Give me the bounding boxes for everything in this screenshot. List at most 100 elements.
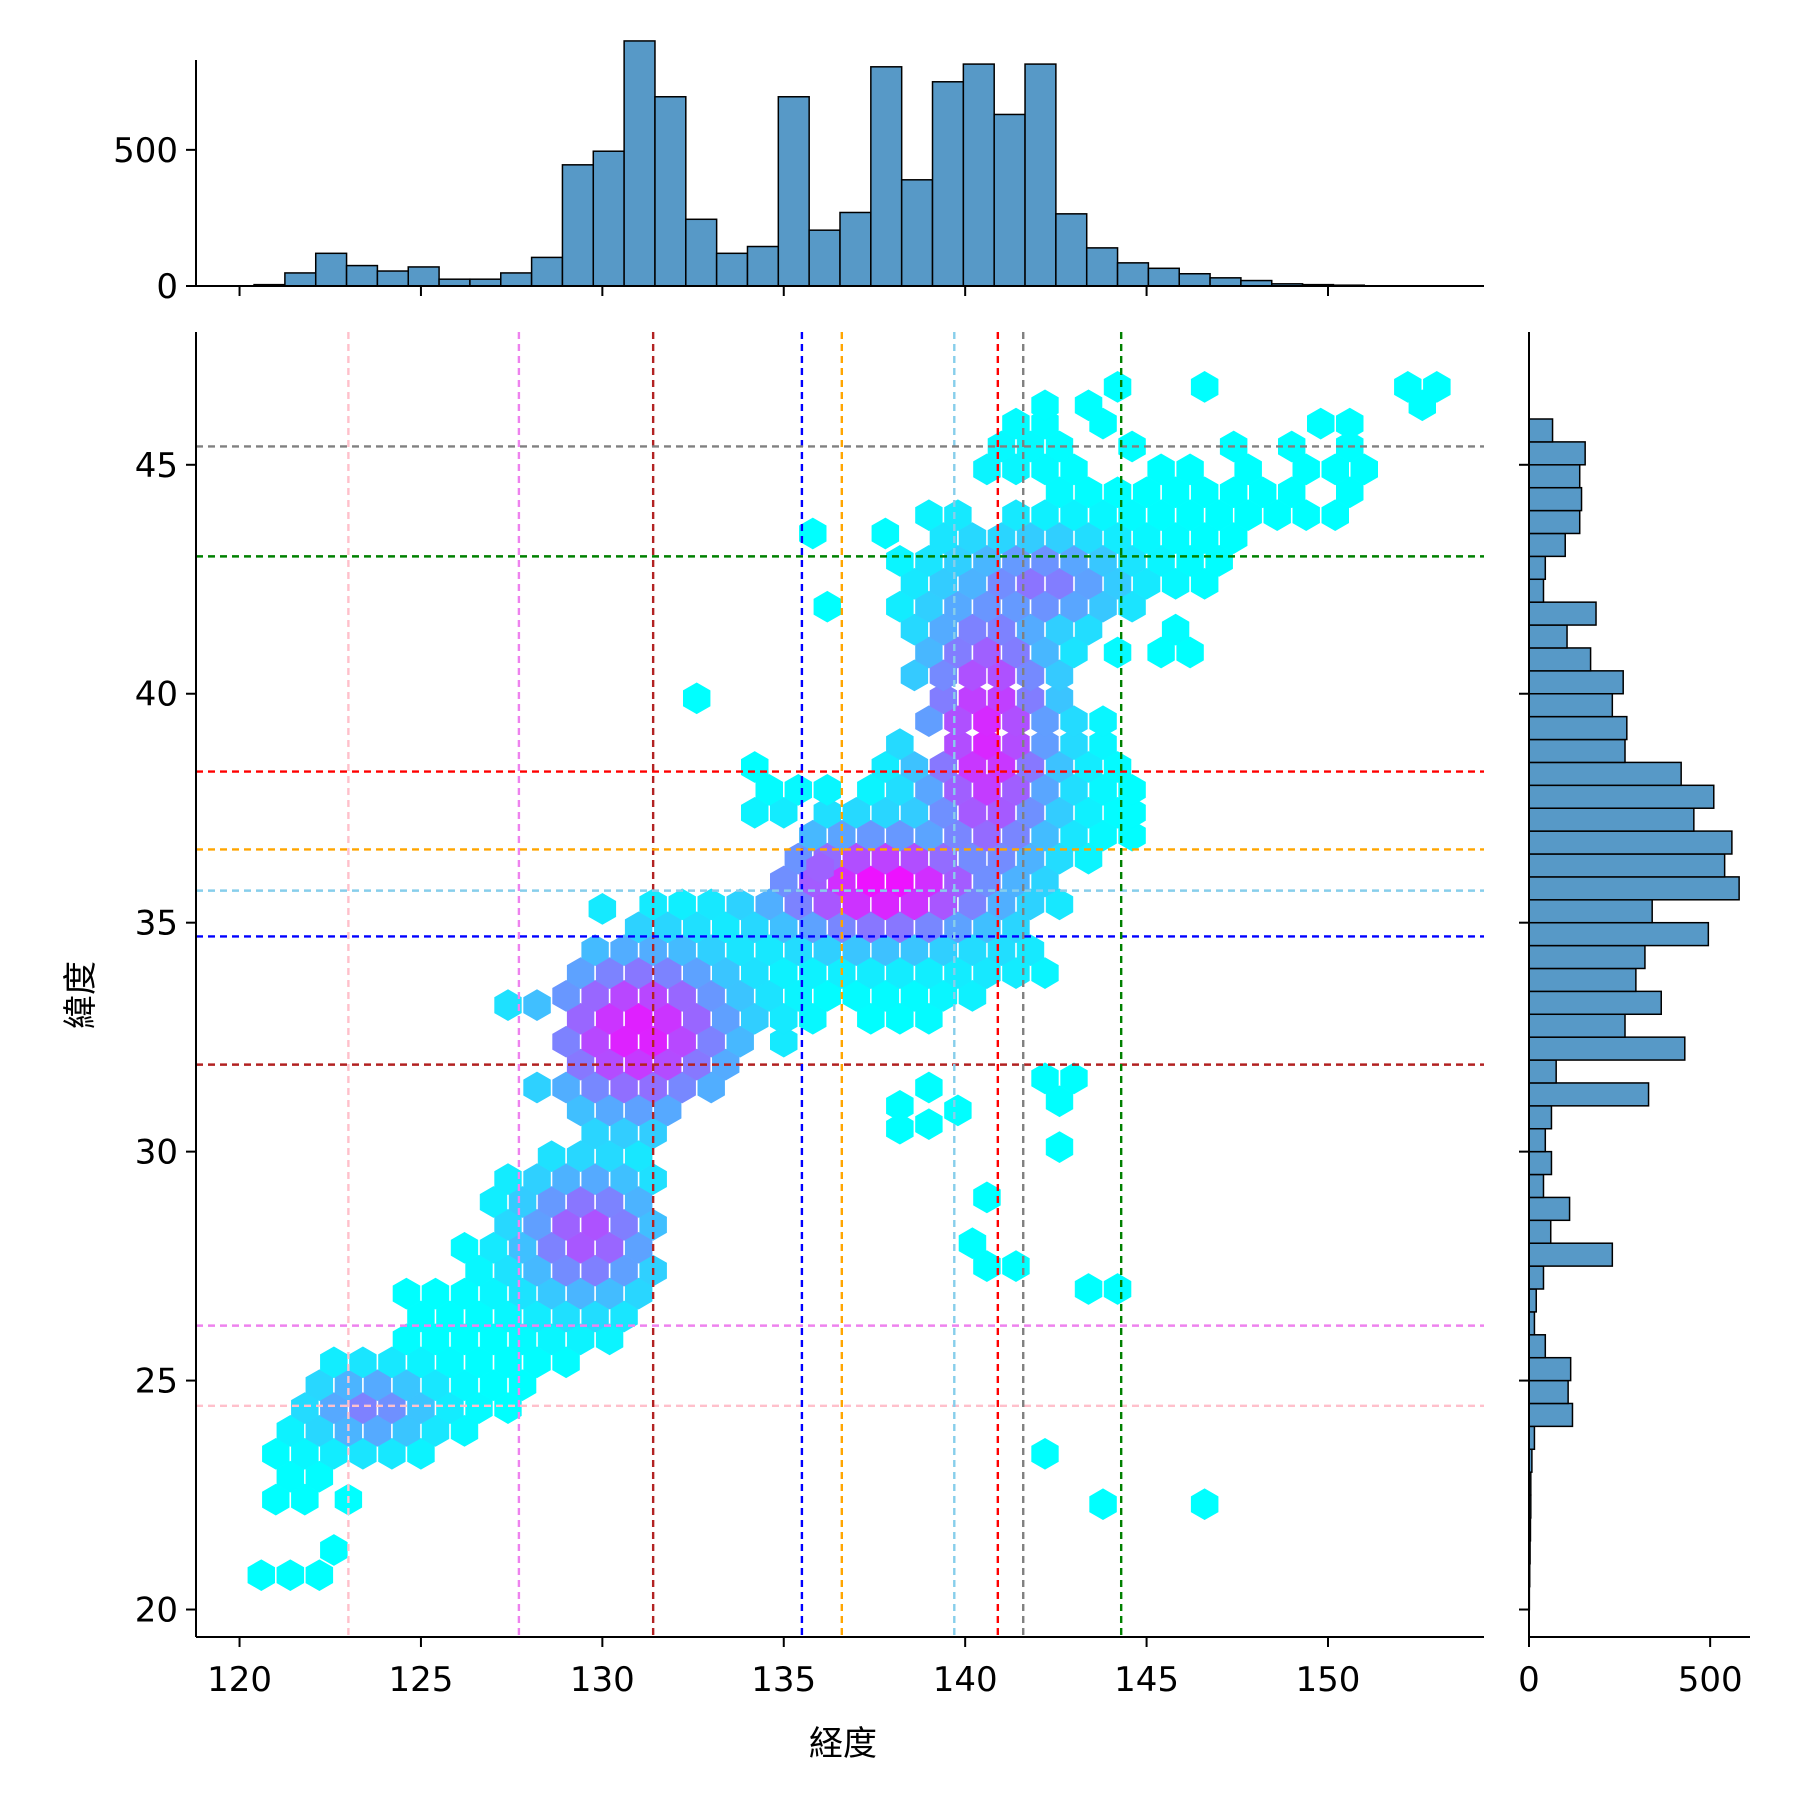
top-hist-y-tick-label: 0 [156,267,178,307]
right-histogram-bar [1529,785,1714,808]
top-histogram-bar [1210,278,1241,286]
hexbin-layer [248,371,1450,1590]
top-histogram-bar [1025,64,1056,286]
hexbin-cell [1104,1274,1131,1305]
hexbin-cell [1090,1489,1117,1520]
hexbin-cell [1191,371,1218,402]
hexbin-cell [1003,1251,1030,1282]
top-histogram-bar [532,257,563,286]
hexbin-cell [916,1109,943,1140]
hexbin-cell [1075,1274,1102,1305]
x-tick-label: 150 [1296,1660,1361,1700]
right-histogram-bar [1529,1014,1625,1037]
right-histogram-bar [1529,1289,1536,1312]
top-histogram-bar [933,82,964,286]
top-histogram-bar [316,253,347,286]
top-histogram-bar [994,114,1025,286]
x-tick-label: 120 [207,1660,272,1700]
top-histogram-bar [562,165,593,286]
hexbin-cell [1104,371,1131,402]
hexbin-cell [683,683,710,714]
top-histogram-bar [809,230,840,286]
right-histogram-bar [1529,1403,1572,1426]
right-histogram-bar [1529,1266,1543,1289]
hexbin-cell [886,1113,913,1144]
hexbin-cell [872,518,899,549]
hexbin-cell [1090,706,1117,737]
top-histogram-bar [1118,263,1149,286]
hexbin-cell [1191,1489,1218,1520]
top-histogram-bar [1087,248,1118,286]
top-histogram-bar [902,180,933,286]
hexbin-cell [495,990,522,1021]
right-histogram-bar [1529,1335,1545,1358]
right-histogram-bar [1529,694,1612,717]
right-histogram-bar [1529,877,1739,900]
right-histogram-bar [1529,1152,1551,1175]
hexbin-cell [277,1560,304,1591]
x-tick-label: 140 [933,1660,998,1700]
hexbin-cell [814,591,841,622]
hexbin-cell [814,774,841,805]
top-hist-y-tick-label: 500 [113,131,178,171]
right-histogram-bar [1529,602,1596,625]
right-histogram-bar [1529,648,1591,671]
right-histogram-bar [1529,1358,1571,1381]
x-tick-label: 125 [388,1660,453,1700]
hexbin-cell [799,518,826,549]
right-histogram-bar [1529,511,1580,534]
hexbin-cell [589,893,616,924]
y-tick-label: 30 [135,1133,178,1173]
hexbin-cell [1307,408,1334,439]
hexbin-cell [974,1182,1001,1213]
y-tick-label: 40 [135,675,178,715]
hexbin-cell [1336,408,1363,439]
x-tick-label: 135 [751,1660,816,1700]
right-histogram-bar [1529,968,1636,991]
right-histogram-bar [1529,625,1567,648]
top-histogram-bar [624,41,655,286]
right-histogram-bar [1529,946,1645,969]
right-histogram-bar [1529,465,1580,488]
right-histogram-bar [1529,900,1652,923]
x-tick-label: 145 [1114,1660,1179,1700]
x-axis-title: 経度 [809,1724,877,1764]
top-histogram-bar [840,212,871,286]
top-histogram [254,41,1364,286]
right-histogram-bar [1529,808,1694,831]
top-histogram-bar [439,279,470,286]
top-histogram-bar [686,219,717,286]
right-histogram-bar [1529,740,1625,763]
right-histogram-bar [1529,1106,1551,1129]
right-histogram-bar [1529,762,1681,785]
right-histogram-bar [1529,1381,1568,1404]
hexbin-cell [916,1072,943,1103]
y-tick-label: 20 [135,1591,178,1631]
right-histogram-bar [1529,419,1553,442]
top-histogram-bar [655,97,686,286]
top-histogram-bar [285,273,316,286]
hexbin-cell [1104,637,1131,668]
right-histogram-bar [1529,854,1725,877]
hexbin-cell [1046,1132,1073,1163]
top-histogram-bar [408,267,439,286]
top-histogram-bar [470,279,501,286]
hexbin-cell [524,990,551,1021]
hexbin-cell [524,1072,551,1103]
right-histogram-bar [1529,1175,1543,1198]
right-histogram-bar [1529,717,1627,740]
top-histogram-bar [717,253,748,286]
hexbin-cell [248,1560,275,1591]
right-histogram-bar [1529,1129,1545,1152]
right-hist-x-tick-label: 500 [1678,1660,1743,1700]
right-histogram-bar [1529,671,1623,694]
right-histogram-bar [1529,579,1543,602]
top-histogram-bar [1179,274,1210,286]
top-histogram-bar [377,271,408,286]
right-histogram-bar [1529,991,1661,1014]
right-histogram-bar [1529,923,1708,946]
x-tick-label: 130 [570,1660,635,1700]
right-histogram-bar [1529,533,1565,556]
